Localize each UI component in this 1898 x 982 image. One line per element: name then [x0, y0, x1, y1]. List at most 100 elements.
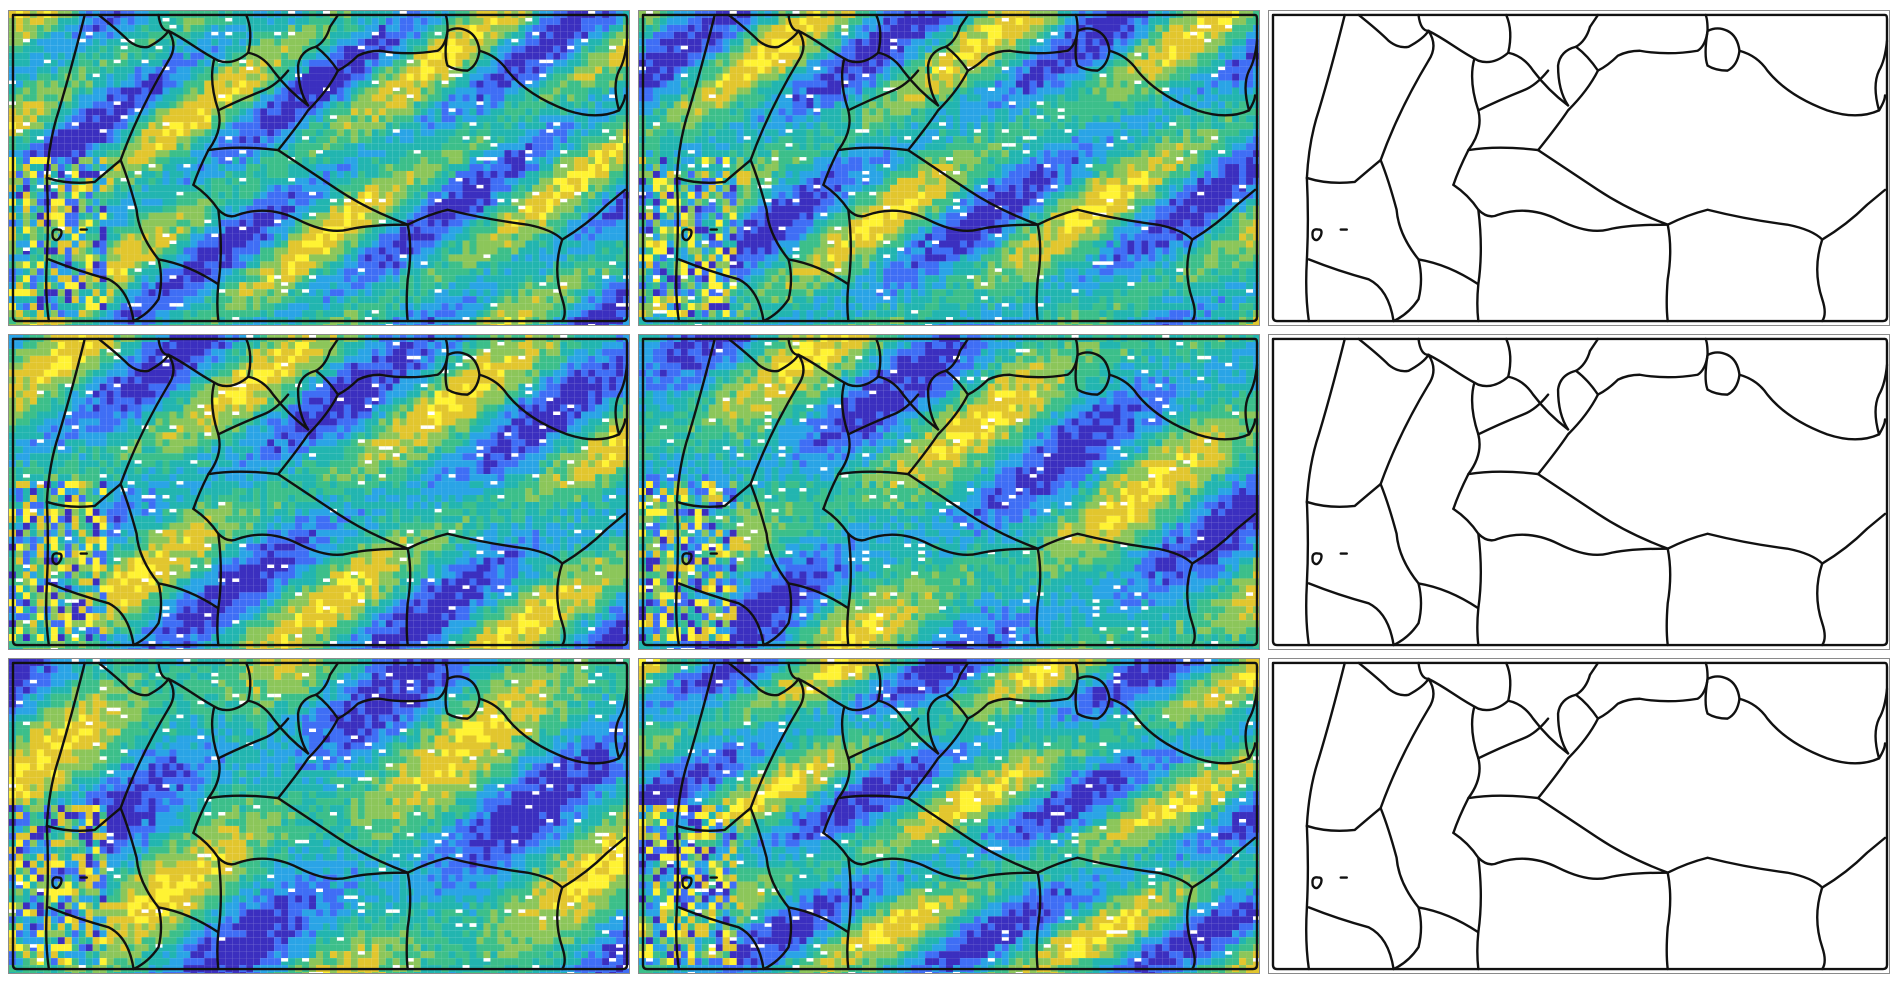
panel-graphic — [639, 11, 1259, 325]
grain-boundary-line — [1536, 717, 1600, 800]
grain-boundary-line — [119, 29, 175, 162]
grain-boundary-line — [677, 582, 765, 647]
map-panel-r1-c2 — [638, 10, 1260, 326]
grain-boundary-line — [1505, 661, 1512, 702]
grain-boundary-line — [207, 794, 280, 800]
grain-boundary-line — [217, 717, 290, 760]
grain-boundary-line — [681, 552, 693, 566]
grain-boundary-line — [1357, 13, 1430, 49]
grain-boundary-line — [1536, 472, 1669, 550]
grain-boundary-line — [1191, 512, 1257, 565]
grain-boundary-line — [561, 188, 627, 241]
grain-boundary-line — [1507, 699, 1570, 755]
grain-boundary-line — [119, 677, 175, 810]
grain-boundary-line — [1666, 856, 1826, 971]
unindexed-pixels — [15, 335, 617, 649]
panel-graphic — [9, 659, 629, 973]
grain-boundary-line — [247, 51, 310, 107]
grain-boundary-line — [675, 824, 681, 971]
grain-boundary-line — [561, 836, 627, 889]
grain-boundary-line — [906, 148, 1039, 226]
grain-boundary-line — [276, 472, 409, 550]
grain-boundary-line — [1452, 57, 1481, 187]
grain-boundary-line — [296, 673, 332, 755]
grain-boundary-line — [1665, 871, 1672, 971]
grain-boundary-line — [1666, 208, 1826, 323]
grain-boundary-line — [167, 353, 250, 388]
grain-boundary-line — [1505, 337, 1512, 378]
grain-boundary-line — [875, 13, 882, 54]
grain-boundary-line — [1305, 158, 1382, 184]
grain-boundary-line — [1035, 871, 1042, 971]
grain-boundary-line — [1427, 677, 1510, 712]
grain-boundary-line — [1417, 258, 1480, 286]
grain-boundary-line — [478, 697, 627, 765]
grain-boundary-line — [97, 661, 170, 697]
grain-boundary-line — [561, 512, 627, 565]
grain-boundary-line — [727, 661, 800, 697]
panel-graphic — [639, 659, 1259, 973]
grain-boundary-line — [444, 675, 481, 720]
grain-boundary-line — [1417, 661, 1430, 681]
grain-boundary-line — [926, 349, 962, 431]
grain-boundary-line — [45, 806, 122, 832]
map-panel-r2-c1 — [8, 334, 630, 650]
grain-boundary-line — [727, 13, 800, 49]
grain-boundary-line — [675, 806, 752, 832]
grain-boundary-line — [675, 661, 716, 828]
grain-boundary-line — [1074, 351, 1111, 396]
grain-boundary-line — [727, 337, 800, 373]
grain-boundary-line — [1271, 661, 1889, 971]
grain-boundary-line — [192, 507, 409, 557]
panel-graphic — [9, 11, 629, 325]
grain-boundary-line — [1036, 208, 1196, 323]
grain-boundary-line — [749, 353, 805, 486]
grain-boundary-line — [405, 871, 412, 971]
grain-boundary-line — [45, 337, 86, 504]
grain-boundary-line — [1556, 349, 1592, 431]
grain-boundary-line — [1379, 677, 1435, 810]
grain-boundary-line — [1666, 532, 1826, 647]
grain-boundary-line — [1307, 906, 1395, 971]
grain-boundary-line — [51, 228, 63, 242]
grain-boundary-line — [1244, 39, 1259, 112]
grain-boundary-line — [1357, 337, 1430, 373]
grain-boundary-line — [97, 337, 170, 373]
grain-boundary-line — [877, 699, 940, 755]
grain-boundary-line — [1108, 697, 1257, 765]
grain-boundary-line — [1074, 675, 1111, 720]
grain-boundary-line — [958, 13, 970, 29]
grain-boundary-line — [1191, 188, 1257, 241]
grain-boundary-line — [787, 258, 850, 286]
grain-boundary-line — [328, 13, 340, 29]
grain-boundary-line — [276, 393, 340, 476]
grain-boundary-line — [1311, 876, 1323, 890]
grain-boundary-line — [47, 258, 135, 323]
grain-boundary-line — [1821, 512, 1887, 565]
grain-boundary-line — [1311, 552, 1323, 566]
grain-boundary-line — [1035, 223, 1042, 323]
grain-boundary-line — [906, 796, 1039, 874]
grain-boundary-line — [45, 661, 86, 828]
grain-boundary-line — [1874, 687, 1889, 760]
grain-boundary-line — [641, 661, 1259, 971]
grain-boundary-line — [1271, 337, 1889, 647]
grain-boundary-line — [1574, 661, 1709, 720]
grain-boundary-line — [276, 69, 340, 152]
grain-boundary-line — [749, 677, 805, 810]
grain-boundary-line — [749, 29, 805, 162]
grain-boundary-line — [11, 661, 629, 971]
grain-boundary-line — [157, 906, 220, 934]
grain-boundary-line — [1738, 697, 1887, 765]
grain-boundary-line — [1821, 188, 1887, 241]
grain-boundary-line — [787, 906, 850, 934]
grain-boundary-line — [1556, 673, 1592, 755]
grain-boundary-line — [328, 337, 340, 353]
grain-boundary-line — [157, 258, 220, 286]
grain-boundary-line — [675, 158, 752, 184]
grain-boundary-line — [641, 337, 1259, 647]
grain-boundary-line — [1452, 705, 1481, 835]
grain-boundary-line — [1427, 353, 1510, 388]
grain-boundary-line — [296, 25, 332, 107]
grain-boundary-line — [1507, 375, 1570, 431]
